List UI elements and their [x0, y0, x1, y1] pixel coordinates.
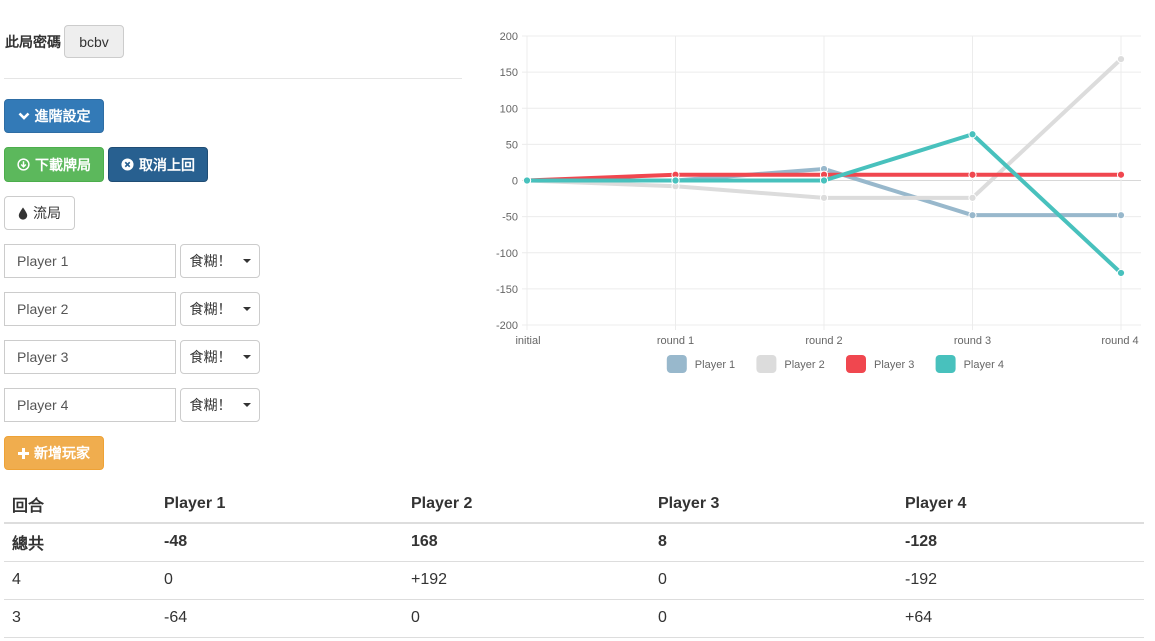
- data-point-player-4: [819, 176, 829, 185]
- draw-game-button[interactable]: 流局: [4, 196, 75, 230]
- caret-down-icon: [242, 307, 251, 311]
- chevron-down-icon: [18, 112, 29, 120]
- score-table: 回合 Player 1 Player 2 Player 3 Player 4 總…: [4, 485, 1144, 638]
- advanced-settings-button[interactable]: 進階設定: [4, 99, 104, 133]
- player-1-win-label: 食糊！: [189, 253, 232, 269]
- player-4-name: Player 4: [17, 397, 69, 413]
- divider: [4, 78, 462, 79]
- legend-label-player-3: Player 3: [874, 359, 914, 371]
- y-tick-label: -200: [496, 320, 518, 332]
- tint-icon: [18, 207, 28, 220]
- table-cell: 0: [650, 561, 897, 600]
- data-point-player-3: [968, 170, 977, 179]
- table-cell: -64: [156, 599, 403, 638]
- caret-down-icon: [242, 403, 251, 407]
- y-tick-label: -100: [496, 248, 518, 260]
- x-tick-label: round 3: [954, 335, 991, 347]
- table-row: 3 -64 0 0 +64: [4, 599, 1144, 638]
- y-tick-label: 100: [500, 103, 518, 115]
- password-box[interactable]: bcbv: [64, 25, 124, 58]
- plus-icon: [18, 447, 29, 459]
- table-cell: -192: [897, 561, 1144, 600]
- caret-down-icon: [242, 355, 251, 359]
- draw-game-label: 流局: [33, 205, 61, 221]
- legend-swatch-player-1: [666, 355, 687, 373]
- table-cell: 8: [650, 523, 897, 562]
- y-tick-label: 200: [500, 31, 518, 43]
- caret-down-icon: [242, 259, 251, 263]
- table-header-cell: Player 1: [156, 485, 403, 524]
- undo-last-round-button[interactable]: 取消上回: [108, 147, 208, 182]
- data-point-player-1: [968, 211, 977, 220]
- player-2-win-dropdown[interactable]: 食糊！: [180, 292, 260, 326]
- table-cell: 0: [650, 599, 897, 638]
- player-4-name-input[interactable]: Player 4: [4, 388, 176, 422]
- table-header-cell: Player 3: [650, 485, 897, 524]
- player-4-win-dropdown[interactable]: 食糊！: [180, 388, 260, 422]
- password-label: 此局密碼: [5, 34, 61, 50]
- legend-swatch-player-4: [935, 355, 956, 373]
- data-point-player-2: [819, 193, 829, 202]
- table-cell: -48: [156, 523, 403, 562]
- data-point-player-4: [1116, 268, 1126, 278]
- download-game-button[interactable]: 下載牌局: [4, 147, 104, 182]
- legend-label-player-2: Player 2: [784, 359, 824, 371]
- download-game-label: 下載牌局: [35, 156, 91, 173]
- player-4-win-label: 食糊！: [189, 397, 232, 413]
- x-tick-label: round 2: [805, 335, 842, 347]
- table-cell: 168: [403, 523, 650, 562]
- y-tick-label: 50: [506, 139, 518, 151]
- legend-label-player-1: Player 1: [695, 359, 735, 371]
- table-cell: 3: [4, 599, 156, 638]
- remove-circle-icon: [121, 158, 134, 171]
- legend-label-player-4: Player 4: [964, 359, 1004, 371]
- player-1-win-dropdown[interactable]: 食糊！: [180, 244, 260, 278]
- score-line-chart: 200 150 100 50 0 -50 -100 -150 -200 initial round …: [496, 31, 1141, 373]
- data-point-player-2: [968, 193, 977, 202]
- player-3-win-dropdown[interactable]: 食糊！: [180, 340, 260, 374]
- player-3-name: Player 3: [17, 349, 69, 365]
- data-point-player-3: [1116, 170, 1126, 179]
- download-circle-icon: [17, 158, 30, 171]
- player-3-name-input[interactable]: Player 3: [4, 340, 176, 374]
- table-header-cell: Player 2: [403, 485, 650, 524]
- add-player-label: 新增玩家: [34, 445, 90, 461]
- player-2-win-label: 食糊！: [189, 301, 232, 317]
- advanced-settings-label: 進階設定: [34, 108, 91, 124]
- data-point-player-4: [522, 176, 532, 185]
- table-row: 4 0 +192 0 -192: [4, 561, 1144, 600]
- undo-last-round-label: 取消上回: [139, 156, 195, 173]
- table-cell: 4: [4, 561, 156, 600]
- player-1-name-input[interactable]: Player 1: [4, 244, 176, 278]
- legend-swatch-player-3: [846, 355, 866, 373]
- table-cell: +192: [403, 561, 650, 600]
- table-row-total: 總共 -48 168 8 -128: [4, 523, 1144, 562]
- table-cell: 0: [156, 561, 403, 600]
- y-tick-label: -50: [502, 212, 518, 224]
- table-cell: 0: [403, 599, 650, 638]
- data-point-player-2: [1116, 55, 1126, 64]
- table-cell: -128: [897, 523, 1144, 562]
- y-tick-label: 0: [512, 176, 518, 188]
- add-player-button[interactable]: 新增玩家: [4, 436, 104, 470]
- data-point-player-4: [671, 176, 680, 185]
- y-tick-label: -150: [496, 284, 518, 296]
- data-point-player-1: [1116, 211, 1126, 220]
- password-value: bcbv: [79, 33, 109, 50]
- x-tick-label: round 4: [1101, 335, 1138, 347]
- table-cell: +64: [897, 599, 1144, 638]
- table-header-row: 回合 Player 1 Player 2 Player 3 Player 4: [4, 485, 1144, 524]
- data-point-player-4: [968, 130, 977, 139]
- x-tick-label: initial: [515, 335, 540, 347]
- player-2-name: Player 2: [17, 301, 69, 317]
- table-header-cell: Player 4: [897, 485, 1144, 524]
- x-tick-label: round 1: [657, 335, 694, 347]
- table-header-cell: 回合: [4, 485, 156, 524]
- legend-swatch-player-2: [756, 355, 777, 373]
- player-1-name: Player 1: [17, 253, 69, 269]
- table-cell: 總共: [4, 523, 156, 562]
- y-tick-label: 150: [500, 67, 518, 79]
- player-2-name-input[interactable]: Player 2: [4, 292, 176, 326]
- player-3-win-label: 食糊！: [189, 349, 232, 365]
